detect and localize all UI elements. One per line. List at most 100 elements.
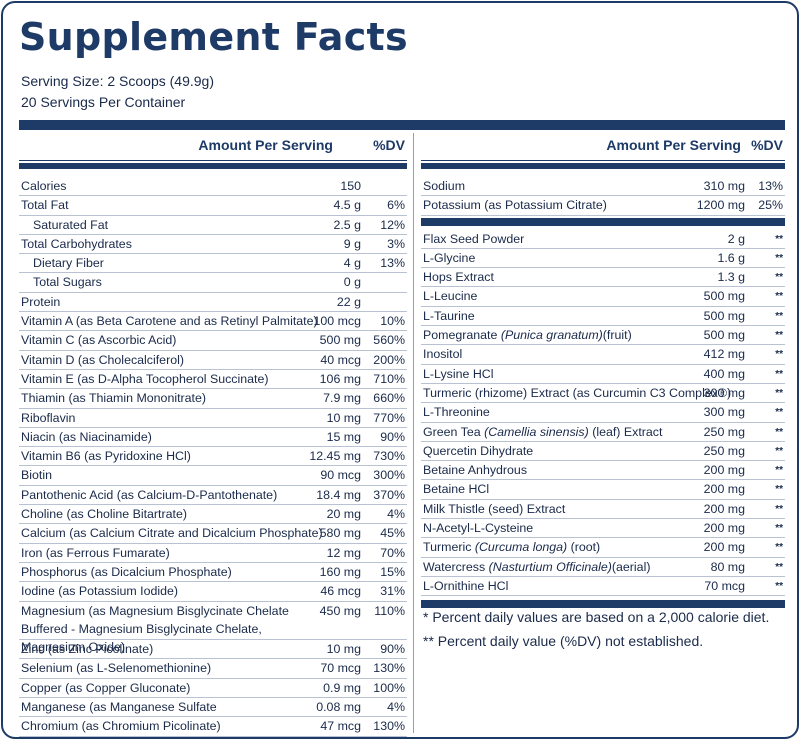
nutrient-name: Vitamin B6 (as Pyridoxine HCl) [21, 449, 191, 464]
nutrient-amount: 200 mg [703, 521, 745, 536]
nutrient-name: Quercetin Dihydrate [423, 443, 534, 458]
nutrient-name: Vitamin C (as Ascorbic Acid) [21, 333, 177, 348]
nutrient-dv: 10% [380, 314, 405, 329]
table-row: Selenium (as L-Selenomethionine) 70 mcg 13… [19, 659, 407, 679]
nutrient-dv: 45% [380, 526, 405, 541]
nutrient-dv: ** [775, 252, 783, 264]
nutrient-dv: 300% [373, 468, 405, 483]
nutrient-dv: 730% [373, 449, 405, 464]
table-row: N-Acetyl-L-Cysteine 200 mg ** [421, 519, 785, 539]
nutrient-amount: 150 [340, 179, 361, 193]
table-row: Pantothenic Acid (as Calcium-D-Pantothen… [19, 486, 407, 506]
nutrient-name: Niacin (as Niacinamide) [21, 429, 152, 444]
nutrient-name: Calories [21, 179, 67, 193]
nutrient-amount: 9 g [343, 236, 361, 251]
nutrient-amount: 200 mg [703, 540, 745, 555]
table-row: Potassium (as Potassium Citrate) 1200 mg 2… [421, 196, 785, 216]
nutrient-amount: 580 mg [319, 526, 361, 541]
nutrient-amount: 80 mg [710, 559, 745, 574]
nutrient-name: Sodium [423, 179, 466, 193]
nutrient-name: Chromium (as Chromium Picolinate) [21, 719, 221, 734]
nutrient-dv: ** [775, 349, 783, 361]
table-row: L-Ornithine HCl 70 mcg ** [421, 577, 785, 597]
table-row: Inositol 412 mg ** [421, 345, 785, 365]
left-header-bar [19, 163, 407, 169]
nutrient-name: Protein [21, 294, 61, 309]
nutrient-dv: 710% [373, 371, 405, 386]
nutrient-dv: ** [775, 523, 783, 535]
nutrient-dv: 13% [380, 256, 405, 271]
servings-per-container: 20 Servings Per Container [21, 94, 186, 110]
right-nutrient-table: Amount Per Serving %DV Sodium 310 mg 13% Po… [421, 133, 785, 612]
table-row: L-Threonine 300 mg ** [421, 403, 785, 423]
table-row: Turmeric (Curcuma longa) (root) 200 mg ** [421, 538, 785, 558]
nutrient-dv: ** [775, 484, 783, 496]
nutrient-name: Turmeric (rhizome) Extract (as Curcumin … [423, 385, 732, 400]
table-row: Flax Seed Powder 2 g ** [421, 230, 785, 249]
nutrient-amount: 4 g [343, 256, 361, 271]
nutrient-amount: 200 mg [703, 501, 745, 516]
nutrient-dv: 560% [373, 333, 405, 348]
nutrient-amount: 15 mg [326, 429, 361, 444]
nutrient-amount: 2.5 g [333, 217, 361, 232]
table-row: Thiamin (as Thiamin Mononitrate) 7.9 mg 66… [19, 389, 407, 409]
nutrient-dv: ** [775, 561, 783, 573]
nutrient-name: Magnesium (as Magnesium Bisglycinate Che… [21, 603, 289, 654]
nutrient-amount: 200 mg [703, 463, 745, 478]
right-top-rows: Sodium 310 mg 13% Potassium (as Potassium C… [421, 177, 785, 216]
nutrient-dv: 90% [380, 642, 405, 657]
nutrient-amount: 160 mg [319, 564, 361, 579]
table-row: Green Tea (Camellia sinensis) (leaf) Ext… [421, 423, 785, 442]
table-row: Total Carbohydrates 9 g 3% [19, 235, 407, 255]
nutrient-name: Biotin [21, 468, 52, 483]
nutrient-name: L-Glycine [423, 250, 476, 265]
nutrient-amount: 100 mcg [313, 314, 361, 329]
table-row: L-Leucine 500 mg ** [421, 287, 785, 307]
nutrient-dv: 13% [758, 179, 783, 193]
dv-header: %DV [751, 137, 783, 153]
serving-size: Serving Size: 2 Scoops (49.9g) [21, 73, 214, 89]
nutrient-name: L-Taurine [423, 308, 475, 323]
nutrient-amount: 90 mcg [320, 468, 361, 483]
nutrient-dv: 90% [380, 429, 405, 444]
nutrient-amount: 46 mcg [320, 584, 361, 599]
table-row: Riboflavin 10 mg 770% [19, 409, 407, 428]
table-row: Vitamin B6 (as Pyridoxine HCl) 12.45 mg 73… [19, 447, 407, 467]
nutrient-name: Betaine HCl [423, 482, 490, 497]
table-row: Chromium (as Chromium Picolinate) 47 mcg 1… [19, 717, 407, 737]
nutrient-name: Milk Thistle (seed) Extract [423, 501, 566, 516]
nutrient-amount: 400 mg [703, 366, 745, 381]
nutrient-name: Riboflavin [21, 410, 76, 425]
nutrient-amount: 20 mg [326, 507, 361, 522]
right-bottom-bar [421, 600, 785, 609]
nutrient-name: Pomegranate (Punica granatum)(fruit) [423, 328, 632, 343]
nutrient-dv: 110% [374, 603, 405, 618]
nutrient-dv: 6% [387, 198, 405, 213]
right-header-bar [421, 163, 785, 169]
table-row: Phosphorus (as Dicalcium Phosphate) 160 m… [19, 563, 407, 583]
nutrient-amount: 412 mg [703, 347, 745, 362]
nutrient-dv: 70% [380, 545, 405, 560]
nutrient-name: L-Leucine [423, 289, 478, 304]
table-row: Dietary Fiber 4 g 13% [19, 254, 407, 274]
table-row: Betaine HCl 200 mg ** [421, 480, 785, 500]
amount-per-serving-header: Amount Per Serving [606, 137, 741, 153]
nutrient-dv: 130% [373, 661, 405, 676]
nutrient-name: Iron (as Ferrous Fumarate) [21, 545, 170, 560]
nutrient-dv: ** [775, 465, 783, 477]
table-row: Turmeric (rhizome) Extract (as Curcumin … [421, 384, 785, 404]
right-section-bar [421, 217, 785, 226]
left-rows: Calories 150 Total Fat 4.5 g 6% Saturated Fat… [19, 177, 407, 737]
nutrient-amount: 300 mg [703, 405, 745, 420]
nutrient-name: Flax Seed Powder [423, 231, 525, 246]
nutrient-dv: 200% [373, 352, 405, 367]
table-row: Protein 22 g [19, 293, 407, 313]
nutrient-amount: 0.9 mg [323, 680, 361, 695]
nutrient-amount: 250 mg [703, 443, 745, 458]
table-row: Manganese (as Manganese Sulfate 0.08 mg 4% [19, 698, 407, 718]
table-row: Pomegranate (Punica granatum)(fruit) 500 … [421, 326, 785, 346]
nutrient-name: Pantothenic Acid (as Calcium-D-Pantothen… [21, 487, 278, 502]
table-row: Biotin 90 mcg 300% [19, 466, 407, 486]
nutrient-name: Turmeric (Curcuma longa) (root) [423, 540, 601, 555]
